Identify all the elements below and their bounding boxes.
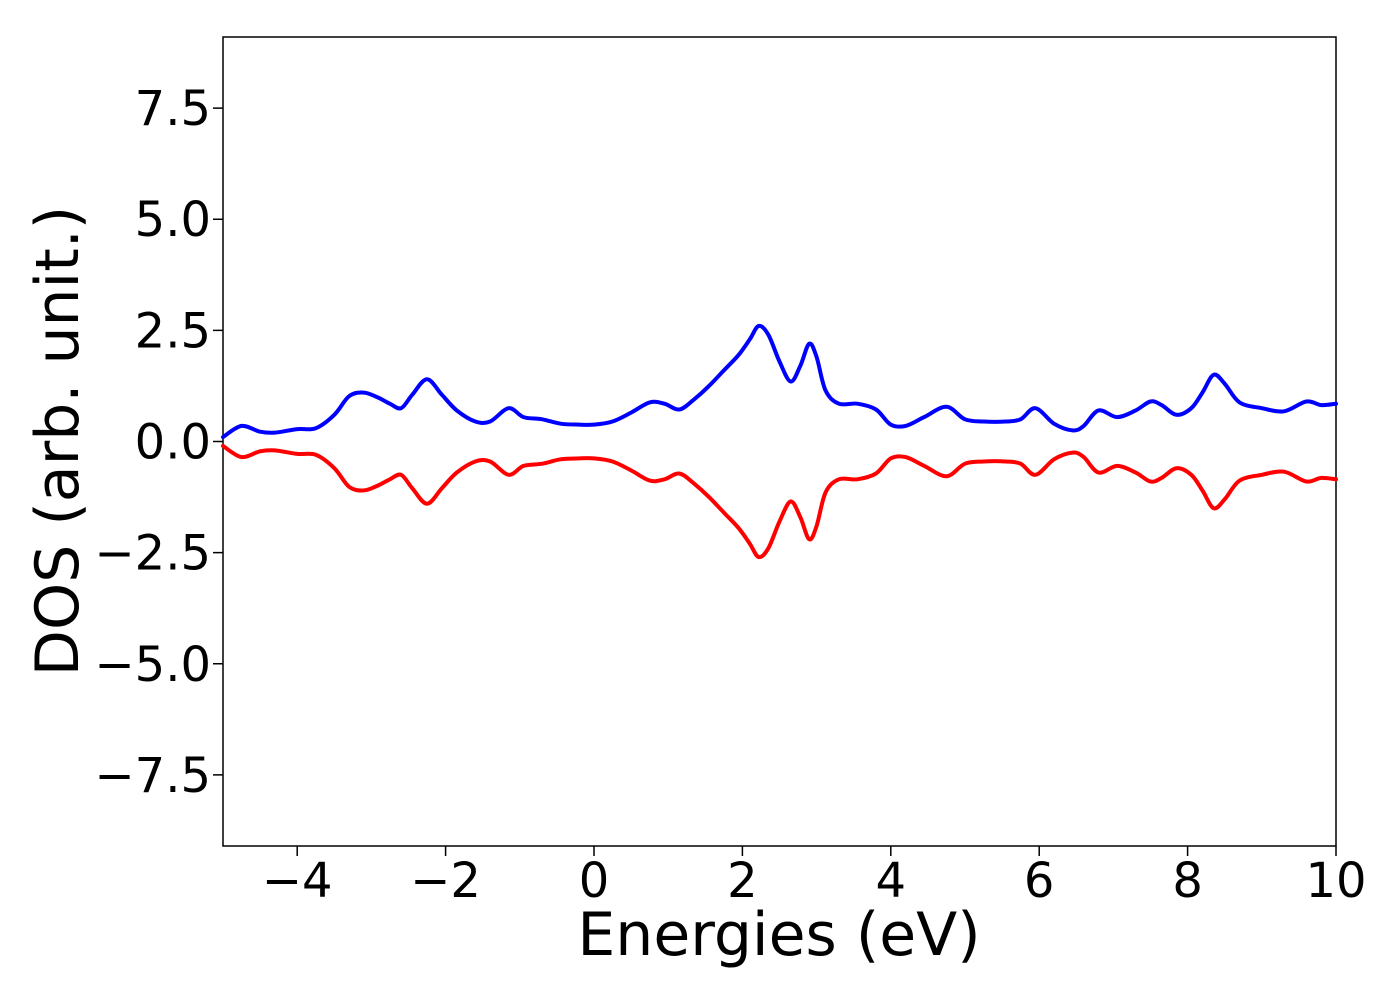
x-tick-label: 10 xyxy=(1305,853,1366,909)
y-tick-label: 5.0 xyxy=(135,192,211,248)
y-axis-ticks: 7.5 5.0 2.5 0.0 −2.5 −5.0 −7.5 xyxy=(94,81,223,804)
x-axis-ticks: −4 −2 0 2 4 6 8 10 xyxy=(262,846,1367,909)
x-tick-label: 6 xyxy=(1024,853,1055,909)
x-tick-label: 0 xyxy=(579,853,610,909)
series-line-0 xyxy=(221,323,1338,440)
y-axis-title: DOS (arb. unit.) xyxy=(23,206,93,676)
series-layer xyxy=(221,323,1338,560)
y-tick-label: 0.0 xyxy=(135,415,211,471)
series-line-1 xyxy=(221,443,1338,560)
x-tick-label: 8 xyxy=(1172,853,1203,909)
y-tick-label: −5.0 xyxy=(94,637,211,693)
plot-area xyxy=(222,36,1337,847)
x-axis-title: Energies (eV) xyxy=(577,900,980,970)
x-tick-label: −2 xyxy=(410,853,481,909)
y-tick-label: 7.5 xyxy=(135,81,211,137)
y-tick-label: 2.5 xyxy=(135,303,211,359)
x-tick-label: 4 xyxy=(876,853,907,909)
y-tick-label: −2.5 xyxy=(94,526,211,582)
x-tick-label: 2 xyxy=(727,853,758,909)
x-tick-label: −4 xyxy=(262,853,333,909)
y-tick-label: −7.5 xyxy=(94,748,211,804)
